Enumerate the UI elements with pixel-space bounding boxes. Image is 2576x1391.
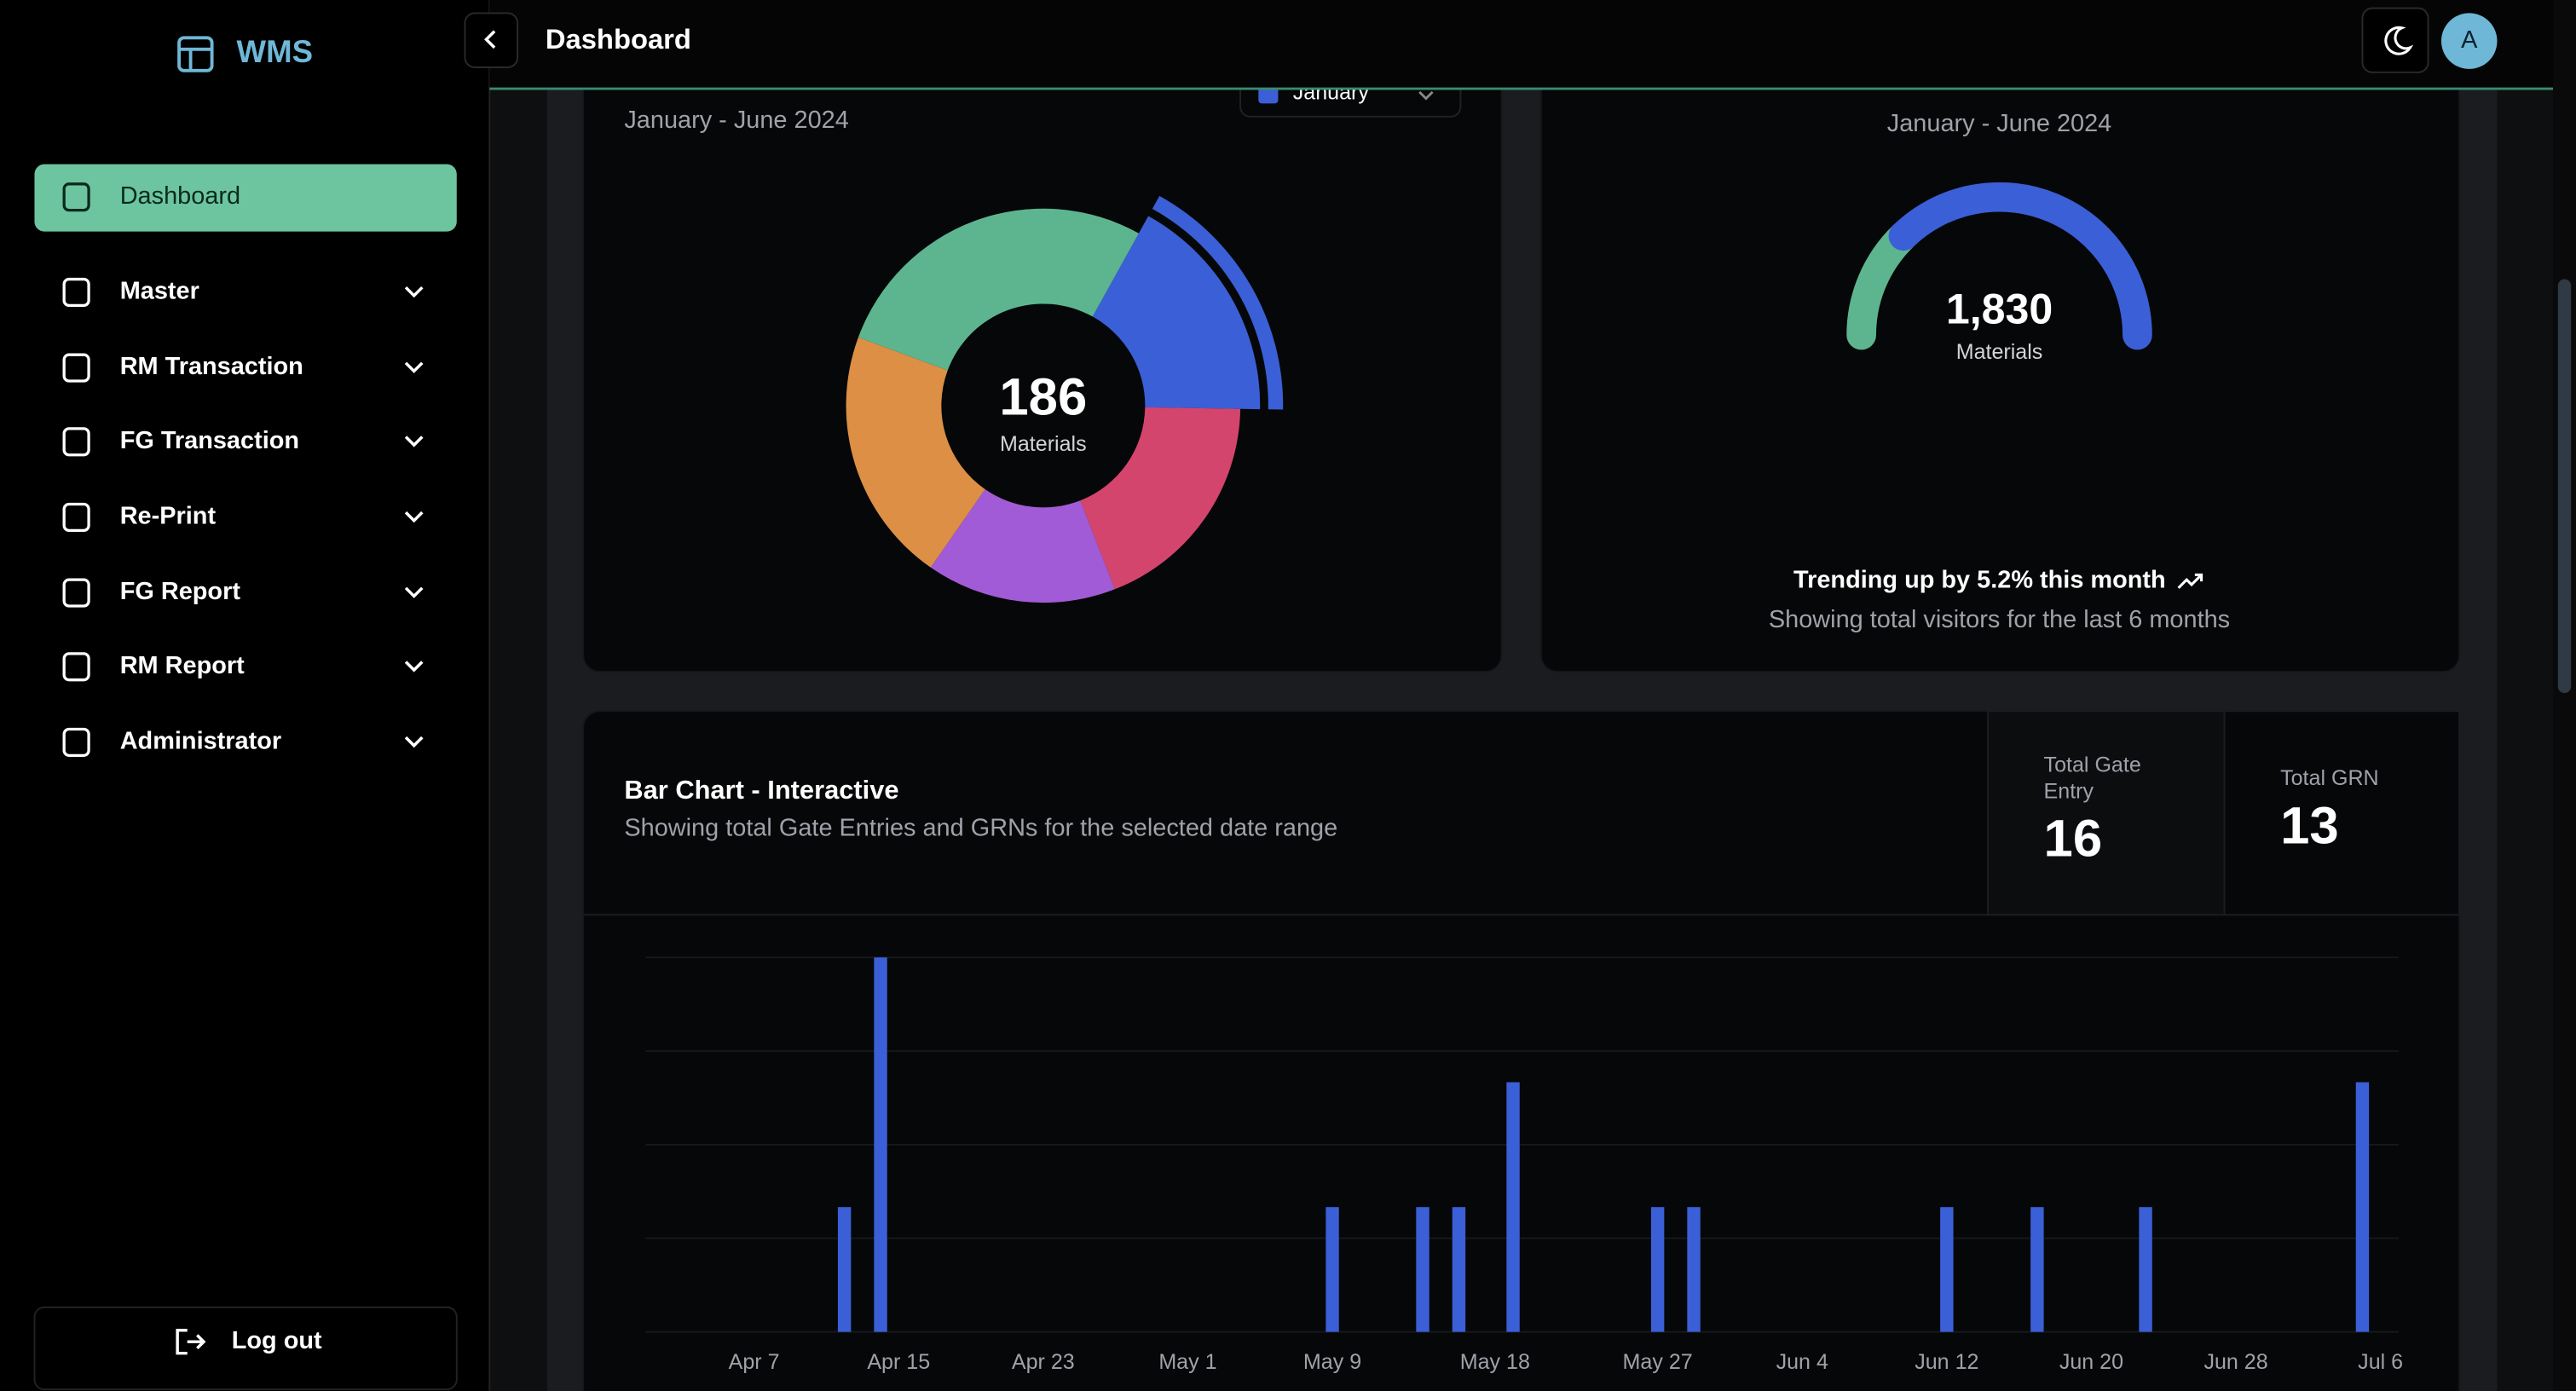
x-tick-label: Jun 20 [2059, 1350, 2123, 1374]
chevron [404, 736, 424, 748]
x-tick-label: Jul 6 [2358, 1350, 2403, 1374]
nav-icon [62, 502, 90, 532]
footnote: Showing total visitors for the last 6 mo… [1769, 606, 2230, 633]
chevron [404, 511, 424, 523]
logout[interactable]: Log out [232, 1327, 322, 1354]
chevron [404, 661, 424, 672]
nav-icon [62, 182, 90, 212]
scrollbar[interactable] [2553, 0, 2576, 1391]
stat-label: Total Gate Entry [2043, 752, 2141, 804]
pie-slice[interactable] [858, 208, 1139, 371]
card-subtitle: Showing total Gate Entries and GRNs for … [624, 815, 1337, 842]
sidebar [0, 0, 490, 1391]
x-tick-label: Jun 12 [1915, 1350, 1978, 1374]
nav-item[interactable]: Administrator [120, 728, 281, 755]
nav-item[interactable]: FG Transaction [120, 427, 299, 454]
bar[interactable] [1452, 1207, 1466, 1332]
nav-item[interactable]: FG Report [120, 578, 241, 605]
stat: Total Gate Entry [2043, 752, 2141, 804]
nav-item[interactable]: Dashboard [120, 182, 240, 210]
bar[interactable] [1687, 1207, 1701, 1332]
header [489, 0, 2554, 89]
center-label: Materials [1000, 432, 1087, 456]
nav-item[interactable]: Master [120, 278, 199, 305]
nav-icon [62, 353, 90, 383]
x-tick-label: May 18 [1460, 1350, 1530, 1374]
center-label: Materials [1956, 340, 2043, 364]
select-chevron [1418, 90, 1434, 101]
bar[interactable] [1326, 1207, 1339, 1332]
scrollbar-thumb[interactable] [2557, 279, 2572, 694]
nav-icon [62, 427, 90, 457]
stat-value: 13 [2280, 796, 2339, 855]
radial-segment[interactable] [1888, 182, 2152, 350]
nav-active[interactable] [34, 164, 457, 232]
nav-icon [62, 652, 90, 682]
stat-box[interactable] [2223, 710, 2461, 916]
bar[interactable] [874, 957, 887, 1332]
nav-item[interactable]: RM Transaction [120, 353, 303, 380]
brand: WMS [237, 34, 313, 69]
stat-label: Total GRN [2280, 765, 2379, 790]
nav-icon [62, 578, 90, 608]
x-tick-label: Jun 28 [2203, 1350, 2267, 1374]
x-tick-label: May 9 [1303, 1350, 1361, 1374]
bar[interactable] [1506, 1082, 1520, 1332]
pie-slice[interactable] [846, 337, 985, 568]
x-tick-label: Apr 15 [867, 1350, 930, 1374]
radial-card [1539, 0, 2461, 673]
nav-icon [62, 727, 90, 757]
brand-icon [177, 36, 214, 72]
chevron [404, 286, 424, 298]
bar[interactable] [1416, 1207, 1430, 1332]
nav-icon [62, 277, 90, 308]
avatar[interactable] [2440, 13, 2498, 69]
card-subtitle: January - June 2024 [624, 107, 848, 134]
bar[interactable] [1940, 1207, 1954, 1332]
chevron [404, 586, 424, 598]
collapse-button[interactable] [464, 12, 519, 68]
stat-value: 16 [2044, 810, 2103, 869]
bar[interactable] [2355, 1082, 2370, 1332]
chevron [404, 361, 424, 373]
pie-card [582, 0, 1503, 673]
x-tick-label: Apr 7 [729, 1350, 780, 1374]
avatar-initial: A [2461, 26, 2478, 54]
bar[interactable] [2030, 1207, 2044, 1332]
x-tick-label: Apr 23 [1012, 1350, 1075, 1374]
x-tick-label: Jun 4 [1776, 1350, 1828, 1374]
page-title: Dashboard [546, 23, 691, 55]
theme-icon [2384, 26, 2414, 55]
pie-slice[interactable] [1092, 216, 1261, 410]
card-title: Bar Chart - Interactive [624, 775, 898, 805]
bar[interactable] [837, 1207, 852, 1332]
pie-slice[interactable] [1080, 407, 1241, 590]
logout-icon [176, 1328, 206, 1355]
collapse-icon [484, 30, 496, 49]
x-tick-label: May 1 [1158, 1350, 1216, 1374]
trend-icon [2177, 573, 2203, 589]
chevron [404, 436, 424, 447]
center-value: 1,830 [1946, 285, 2053, 332]
bar[interactable] [2139, 1207, 2152, 1332]
nav-item[interactable]: Re-Print [120, 503, 217, 530]
nav-item[interactable]: RM Report [120, 652, 245, 679]
trend: Trending up by 5.2% this month [1793, 567, 2166, 594]
x-tick-label: May 27 [1623, 1350, 1693, 1374]
center-value: 186 [999, 367, 1087, 426]
pie-slice[interactable] [930, 489, 1115, 603]
active-ring [1152, 195, 1284, 410]
logout-button[interactable] [33, 1306, 458, 1391]
bar[interactable] [1650, 1207, 1665, 1332]
stat: Total GRN [2280, 765, 2379, 790]
stat-box[interactable] [1987, 710, 2226, 916]
card-subtitle: January - June 2024 [1887, 110, 2111, 137]
